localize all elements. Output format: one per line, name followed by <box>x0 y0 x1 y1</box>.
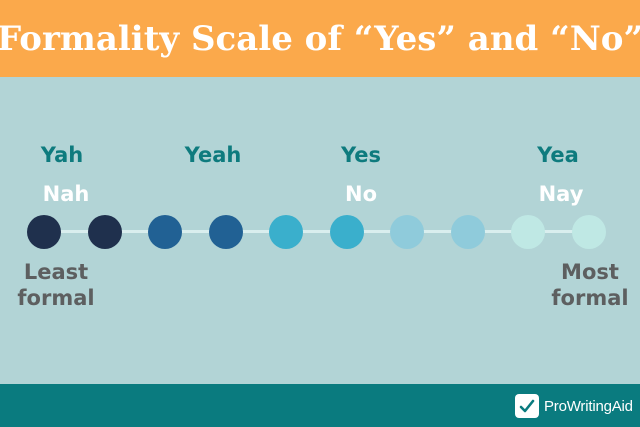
pencil-check-icon <box>515 394 539 418</box>
scale-dot-10 <box>572 215 606 249</box>
most-formal-label: Most formal <box>551 259 628 311</box>
least-formal-label: Least formal <box>17 259 94 311</box>
no-word-nay: Nay <box>538 182 584 206</box>
scale-dot-2 <box>87 215 122 249</box>
header-banner: Formality Scale of “Yes” and “No” <box>0 0 640 77</box>
brand-logo[interactable]: ProWritingAid <box>515 393 633 419</box>
least-formal-text: Least formal <box>17 260 95 310</box>
no-word-no: No <box>344 182 378 206</box>
scale-dot-8 <box>450 215 485 249</box>
yes-word-yes: Yes <box>340 143 382 167</box>
yes-word-yah: Yah <box>40 143 84 167</box>
scale-track <box>44 230 589 233</box>
page-title: Formality Scale of “Yes” and “No” <box>0 18 640 59</box>
scale-dot-3 <box>148 215 183 249</box>
no-word-nah: Nah <box>42 182 90 206</box>
scale-dot-4 <box>208 215 243 249</box>
scale-dot-6 <box>329 215 364 249</box>
most-formal-text: Most formal <box>551 260 629 310</box>
brand-name: ProWritingAid <box>544 397 633 415</box>
scale-dot-5 <box>269 215 304 249</box>
yes-word-yeah: Yeah <box>184 143 242 167</box>
scale-dot-7 <box>390 215 425 249</box>
scale-dot-9 <box>511 215 546 249</box>
scale-dot-1 <box>27 215 61 249</box>
yes-word-yea: Yea <box>537 143 579 167</box>
